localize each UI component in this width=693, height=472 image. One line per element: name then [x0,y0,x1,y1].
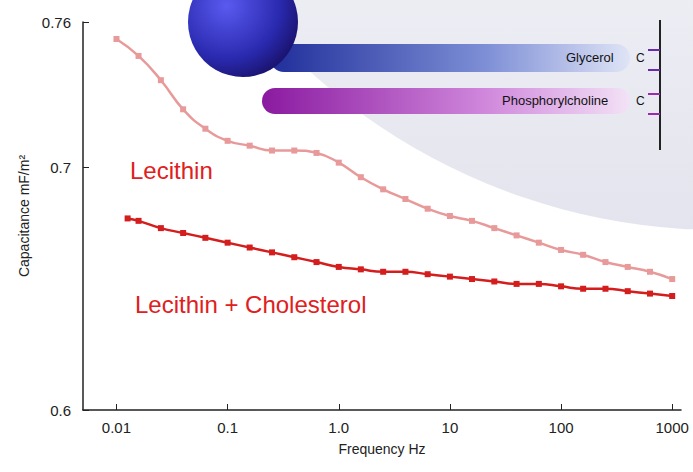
svg-text:100: 100 [549,419,574,436]
svg-text:Lecithin: Lecithin [130,157,213,184]
svg-text:0.01: 0.01 [102,419,131,436]
svg-text:10: 10 [442,419,459,436]
svg-text:1000: 1000 [656,419,689,436]
svg-text:C: C [636,94,645,108]
svg-text:Glycerol: Glycerol [566,50,614,65]
svg-text:C: C [636,51,645,65]
svg-text:1.0: 1.0 [328,419,349,436]
svg-text:Lecithin + Cholesterol: Lecithin + Cholesterol [135,291,366,318]
svg-text:0.76: 0.76 [42,14,71,31]
svg-text:0.1: 0.1 [217,419,238,436]
svg-text:0.7: 0.7 [50,159,71,176]
svg-text:Frequency Hz: Frequency Hz [338,441,425,457]
svg-text:Phosphorylcholine: Phosphorylcholine [502,93,608,108]
svg-text:0.6: 0.6 [50,402,71,419]
svg-text:Capacitance mF/m²: Capacitance mF/m² [16,155,32,277]
